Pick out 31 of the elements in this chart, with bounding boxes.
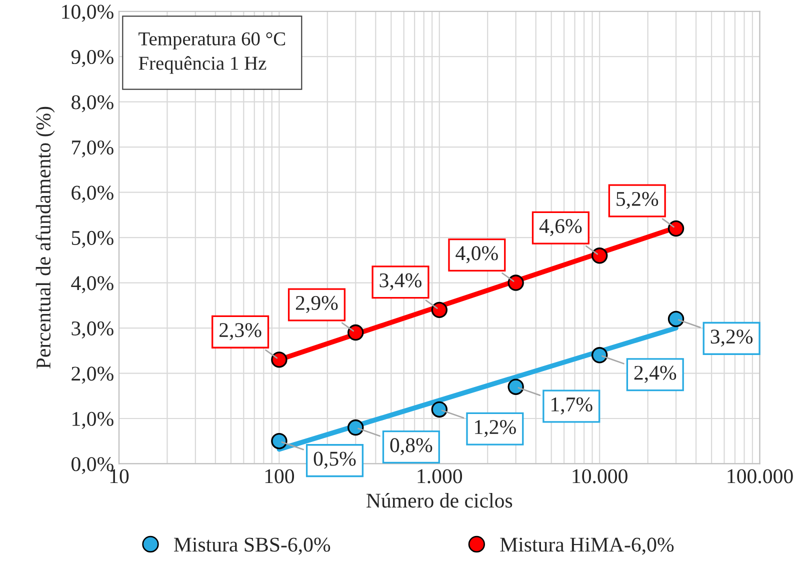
x-tick-label: 10.000 (572, 469, 628, 484)
legend-label: Mistura HiMA-6,0% (500, 538, 674, 555)
x-tick-label: 1.000 (418, 469, 462, 484)
data-label: 2,3% (220, 323, 262, 340)
annotation: Temperatura 60 °C Frequência 1 Hz (138, 32, 286, 74)
y-tick-label: 10,0% (62, 4, 114, 22)
data-label: 2,4% (634, 366, 676, 383)
legend-label: Mistura SBS-6,0% (174, 538, 330, 555)
x-tick-label: 100 (265, 469, 294, 484)
y-tick-label: 3,0% (72, 321, 114, 338)
data-label: 0,5% (314, 452, 356, 469)
data-label: 1,7% (552, 397, 592, 414)
y-tick-label: 2,0% (72, 366, 114, 384)
y-tick-label: 8,0% (72, 95, 114, 112)
y-axis-title: Percentual de afundamento (%) (36, 106, 55, 369)
data-label: 3,4% (380, 273, 422, 290)
y-tick-label: 4,0% (71, 276, 114, 294)
data-label: 3,2% (710, 330, 753, 347)
data-label: 4,6% (539, 219, 582, 236)
data-label: 1,2% (475, 420, 516, 438)
data-label: 2,9% (296, 296, 338, 313)
x-tick-label: 100.000 (728, 469, 793, 484)
data-label: 0,8% (390, 438, 432, 456)
y-tick-label: 7,0% (72, 140, 114, 158)
data-label: 5,2% (616, 192, 658, 209)
data-label: 4,0% (456, 246, 498, 264)
y-tick-label: 1,0% (72, 412, 114, 429)
y-tick-label: 6,0% (72, 186, 114, 203)
y-tick-label: 9,0% (71, 50, 114, 68)
x-axis-title: Número de ciclos (366, 493, 512, 508)
y-tick-label: 5,0% (72, 230, 114, 248)
